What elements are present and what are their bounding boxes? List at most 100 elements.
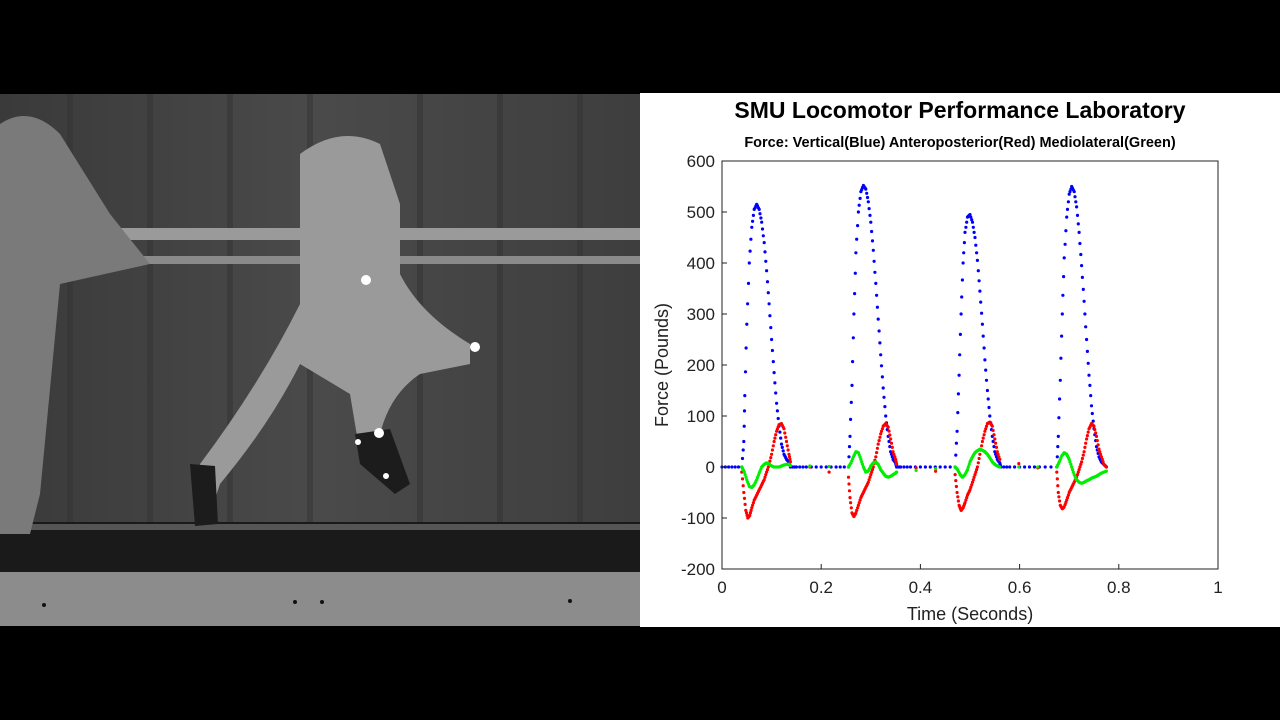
data-point (1079, 252, 1083, 257)
data-point (984, 424, 989, 428)
data-point (1064, 229, 1068, 233)
data-point (849, 501, 853, 505)
data-point (763, 250, 767, 254)
data-point (846, 475, 851, 479)
data-point (1072, 190, 1076, 194)
data-point (890, 445, 894, 449)
data-point (768, 314, 772, 318)
data-point (956, 392, 960, 396)
data-point (973, 235, 977, 240)
data-point (994, 455, 999, 459)
data-point (850, 383, 854, 387)
force-chart: SMU Locomotor Performance Laboratory For… (640, 93, 1280, 627)
data-point (757, 207, 761, 211)
data-point (808, 464, 812, 468)
data-point (957, 373, 961, 377)
data-point (765, 280, 770, 284)
data-point (963, 230, 967, 234)
data-point (889, 450, 893, 454)
data-point (747, 261, 751, 265)
data-point (1055, 455, 1059, 459)
x-tick-label: 0.8 (1107, 578, 1131, 597)
data-point (975, 258, 979, 262)
data-point (779, 436, 783, 440)
data-point (827, 464, 831, 469)
data-point (762, 241, 766, 245)
data-point (765, 470, 769, 474)
data-point (879, 364, 884, 368)
data-point (854, 511, 858, 515)
data-point (1082, 299, 1086, 303)
data-point (742, 496, 747, 500)
data-point (743, 473, 747, 477)
data-point (975, 468, 979, 472)
data-point (959, 312, 963, 316)
data-point (1027, 465, 1032, 469)
data-point (847, 445, 852, 449)
data-point (743, 394, 747, 398)
data-point (741, 448, 745, 452)
data-point (775, 409, 779, 413)
data-point (751, 501, 755, 505)
data-point (775, 401, 779, 405)
data-point (1094, 434, 1099, 438)
data-point (750, 225, 754, 229)
data-point (765, 269, 769, 273)
data-point (1071, 470, 1075, 474)
data-point (954, 441, 958, 445)
data-point (770, 348, 774, 353)
data-point (991, 428, 995, 432)
data-point (888, 433, 892, 437)
data-point (788, 460, 792, 464)
data-point (774, 391, 778, 395)
data-point (1065, 498, 1069, 502)
data-point (856, 506, 860, 510)
y-tick-label: -100 (681, 509, 715, 528)
data-point (787, 452, 791, 456)
data-point (788, 457, 792, 461)
data-point (857, 501, 861, 505)
y-tick-label: 300 (687, 305, 715, 324)
data-point (996, 452, 1000, 456)
data-point (953, 473, 957, 477)
data-point (1056, 490, 1060, 495)
data-point (865, 191, 869, 195)
data-point (1080, 460, 1084, 464)
data-point (769, 326, 773, 330)
data-point (875, 446, 879, 450)
data-point (970, 220, 975, 224)
runner-video-frame-icon (0, 94, 640, 626)
data-point (878, 435, 882, 439)
data-point (977, 279, 981, 283)
data-point (1077, 230, 1081, 234)
data-point (866, 480, 870, 484)
data-point (965, 220, 969, 224)
data-point (1089, 394, 1093, 398)
data-point (769, 456, 773, 460)
data-point (751, 213, 755, 217)
data-point (1095, 439, 1099, 443)
data-point (875, 293, 879, 297)
data-point (748, 249, 752, 253)
data-point (943, 465, 947, 469)
data-point (1043, 465, 1047, 469)
data-point (988, 414, 992, 418)
data-point (1066, 200, 1070, 204)
data-point (847, 455, 851, 459)
force-plot: 0 0.2 0.4 0.6 0.8 1 -200 -100 0 100 200 300 400 500 60… (652, 152, 1223, 624)
data-point (1036, 465, 1040, 469)
data-point (855, 237, 859, 241)
data-point (858, 196, 862, 200)
data-point (994, 441, 998, 445)
data-point (766, 291, 770, 295)
data-point (768, 459, 772, 463)
x-tick-label: 0 (717, 578, 726, 597)
data-point (794, 465, 798, 469)
data-point (887, 439, 891, 444)
data-point (773, 381, 777, 385)
data-point (1060, 334, 1064, 338)
data-point (770, 337, 774, 342)
data-point (742, 409, 747, 413)
data-point (934, 469, 938, 473)
y-tick-label: 600 (687, 152, 715, 171)
